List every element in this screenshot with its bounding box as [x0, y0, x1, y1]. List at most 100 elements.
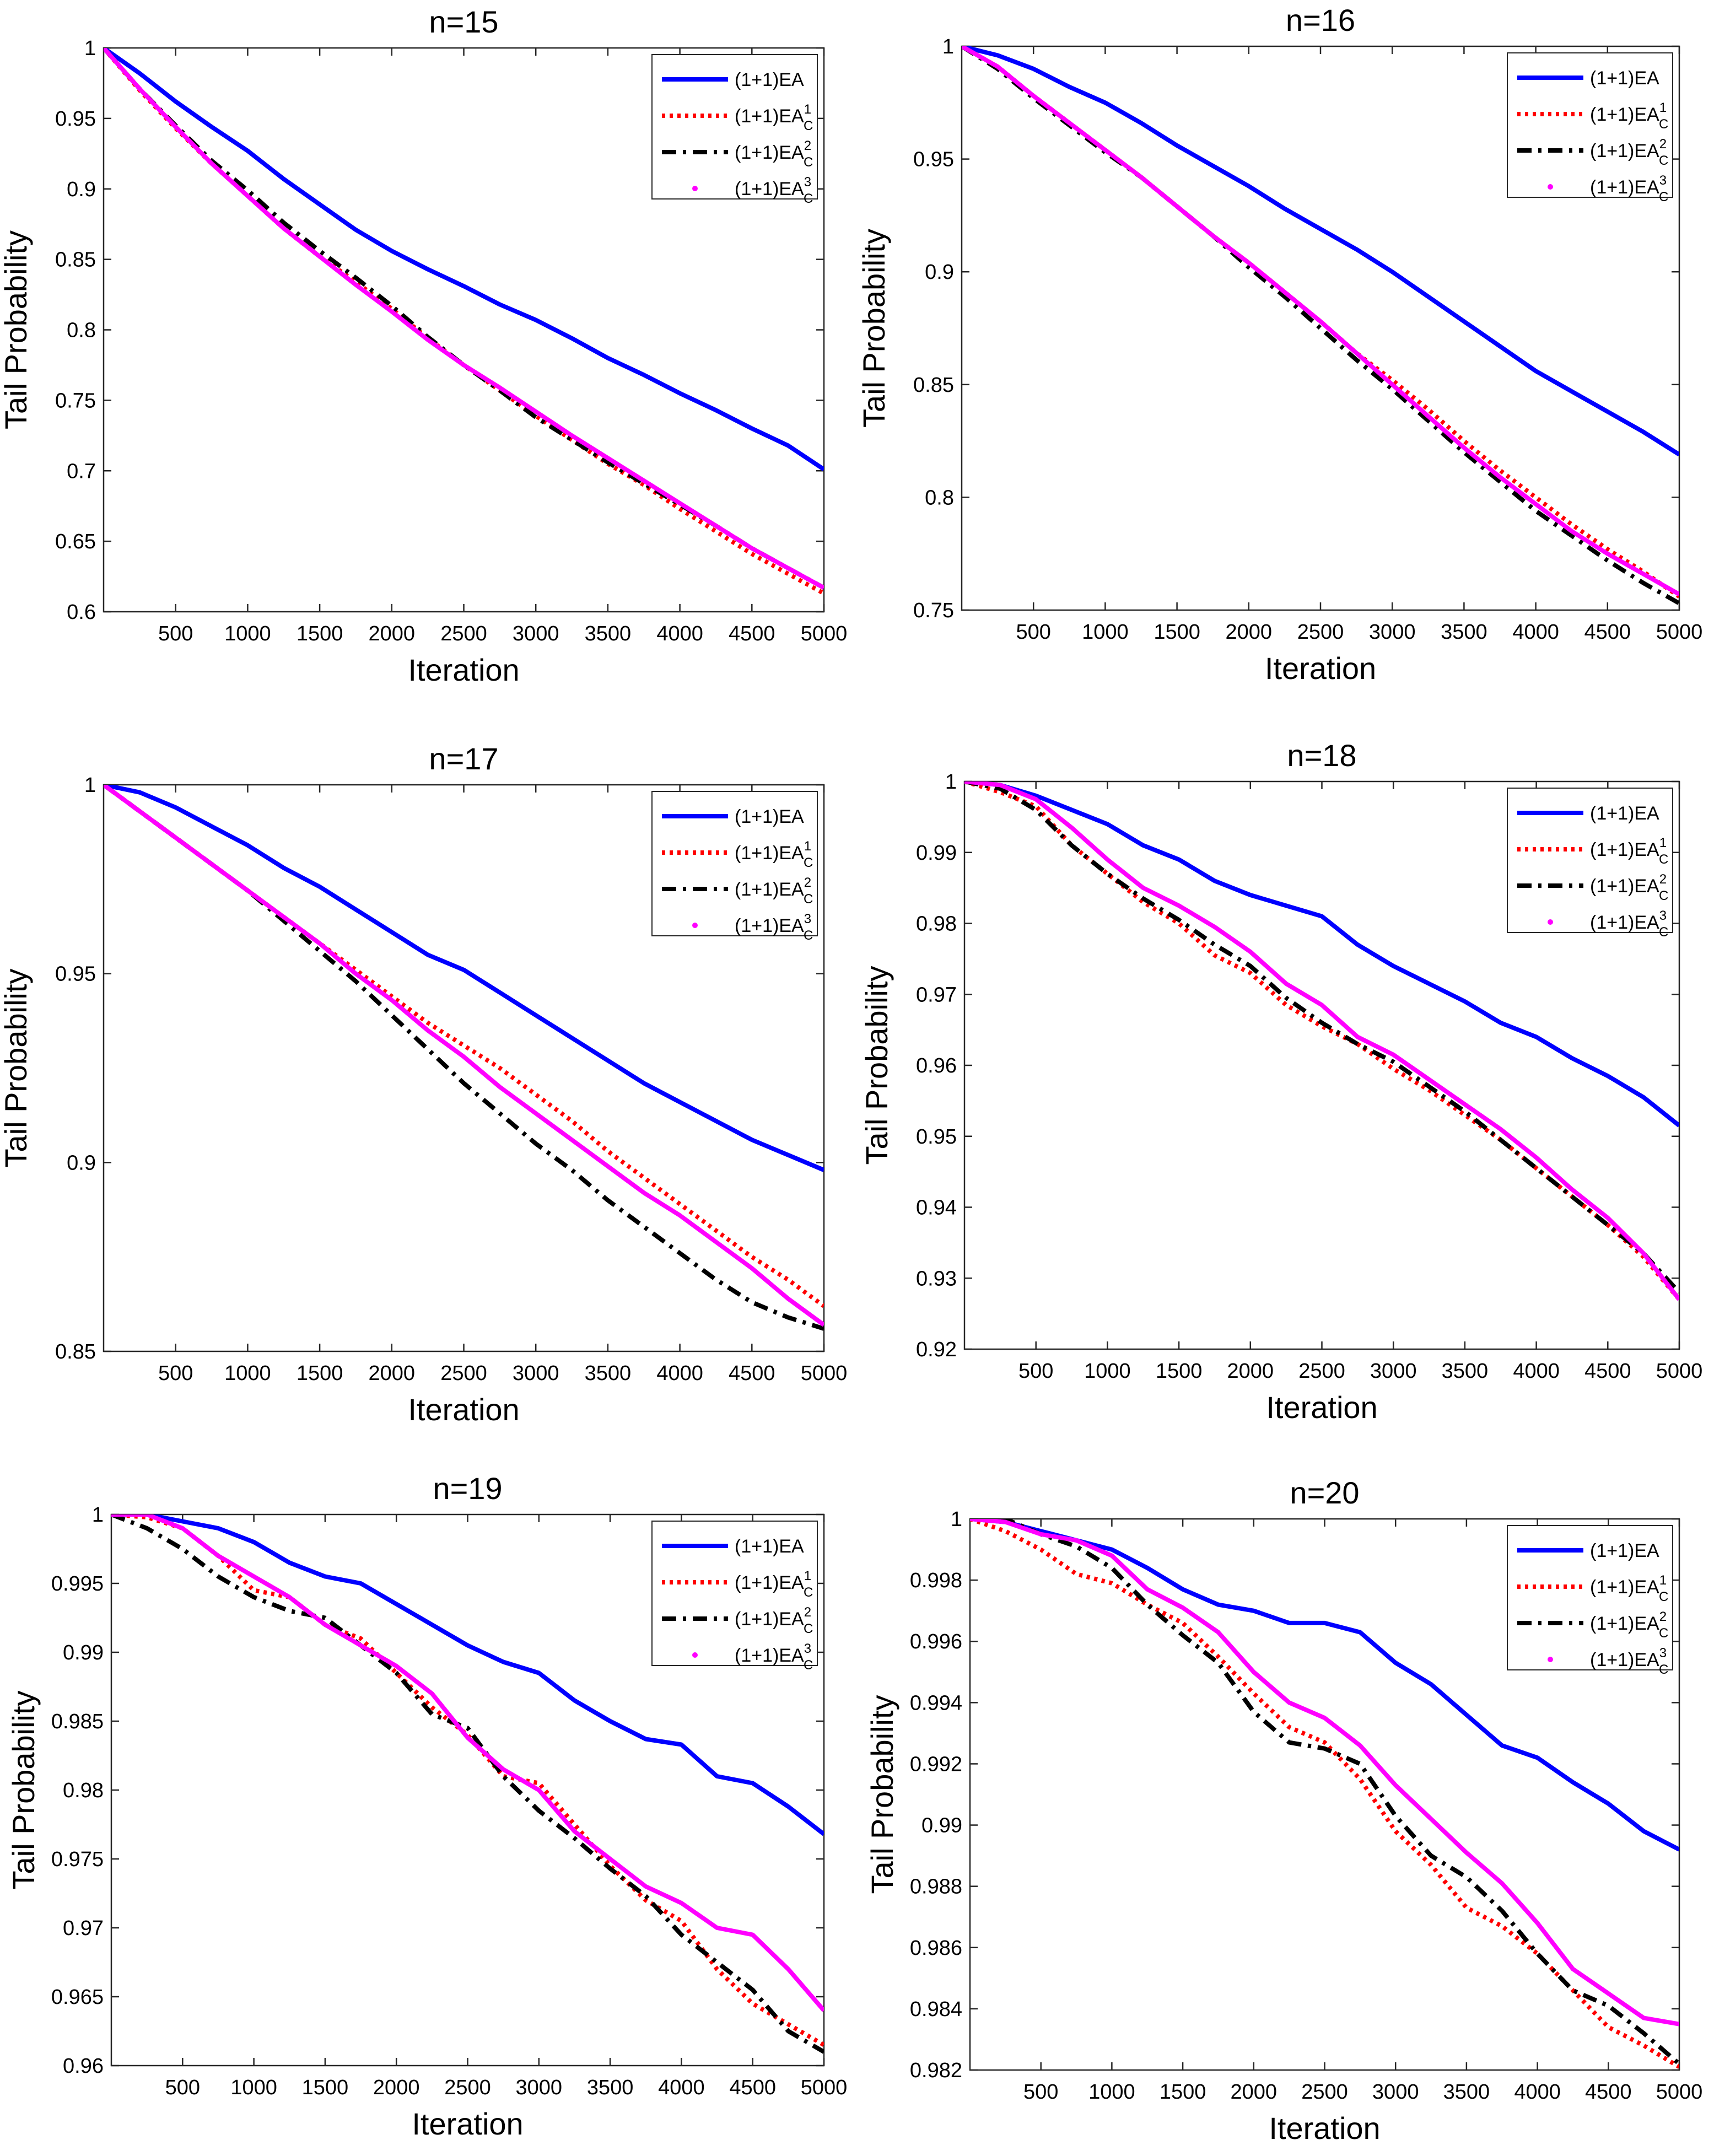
legend-item-ea: (1+1)EA [662, 1536, 804, 1557]
y-tick-label: 0.97 [916, 983, 957, 1006]
series-group [962, 46, 1679, 606]
x-tick-label: 3500 [585, 622, 632, 645]
x-tick-label: 500 [158, 622, 193, 645]
series-group [964, 781, 1679, 1301]
x-tick-label: 2000 [369, 1362, 416, 1385]
y-tick-label: 0.8 [67, 319, 96, 342]
y-tick-label: 0.99 [63, 1641, 104, 1664]
x-tick-label: 1500 [297, 1362, 343, 1385]
legend-marker-dot [1548, 919, 1553, 925]
x-tick-label: 4500 [1585, 2080, 1632, 2104]
legend-marker-dot [1548, 1657, 1553, 1662]
y-tick-label: 1 [84, 774, 96, 797]
legend-marker-dot [1548, 184, 1553, 190]
legend-subscript: C [1659, 1662, 1668, 1677]
chart-title: n=16 [1286, 3, 1355, 37]
x-tick-label: 1500 [297, 622, 343, 645]
x-tick-label: 2000 [1231, 2080, 1278, 2104]
legend-subscript: C [1659, 925, 1668, 940]
series-line-ea [104, 785, 824, 1172]
legend-label: (1+1)EA [1590, 1540, 1659, 1561]
series-line-ea-c3 [104, 785, 824, 1327]
chart-panel-2: n=16 500 1000 1500 2000 2500 3000 3500 4000 4500 5… [856, 3, 1702, 686]
y-tick-label: 0.95 [55, 963, 96, 986]
x-tick-label: 3000 [1370, 1360, 1417, 1383]
legend-superscript: 2 [804, 1605, 811, 1620]
y-axis-label: Tail Probability [865, 1695, 899, 1894]
x-tick-label: 1500 [1154, 621, 1200, 644]
series-group [111, 1514, 824, 2054]
legend-label: (1+1)EA [735, 806, 804, 827]
x-tick-label: 2500 [1297, 621, 1344, 644]
legend-subscript: C [804, 892, 813, 907]
chart-panel-6: n=20 500 1000 1500 2000 2500 3000 3500 4000 4500 5… [865, 1475, 1702, 2146]
y-tick-label: 1 [84, 37, 96, 60]
x-tick-label: 2000 [373, 2076, 420, 2099]
x-tick-label: 1000 [1084, 1360, 1131, 1383]
series-group [104, 48, 824, 596]
x-tick-label: 500 [1016, 621, 1050, 644]
y-tick-label: 0.985 [51, 1710, 104, 1733]
x-tick-label: 5000 [801, 622, 848, 645]
y-tick-label: 0.9 [925, 261, 954, 284]
x-tick-label: 1500 [1156, 1360, 1203, 1383]
series-line-ea-c3 [962, 46, 1679, 596]
legend-subscript: C [804, 1658, 813, 1673]
x-tick-label: 1000 [224, 1362, 271, 1385]
x-tick-label: 5000 [1656, 1360, 1703, 1383]
y-tick-label: 1 [942, 35, 954, 58]
legend-marker-dot [692, 186, 698, 191]
legend-superscript: 1 [804, 839, 811, 854]
x-axis-label: Iteration [1266, 1390, 1377, 1425]
y-tick-label: 0.99 [916, 842, 957, 865]
series-line-ea-c3 [964, 781, 1679, 1301]
x-tick-label: 500 [1023, 2080, 1058, 2104]
legend-superscript: 2 [1659, 872, 1667, 887]
legend-label: (1+1)EA [1590, 803, 1659, 824]
legend-subscript: C [1659, 1626, 1668, 1641]
series-line-ea [964, 781, 1679, 1128]
y-tick-label: 0.98 [916, 913, 957, 936]
legend-subscript: C [1659, 888, 1668, 903]
y-tick-label: 0.85 [55, 1340, 96, 1363]
x-tick-label: 500 [165, 2076, 200, 2099]
y-tick-label: 0.995 [51, 1572, 104, 1596]
legend-subscript: C [1659, 190, 1668, 204]
x-tick-label: 5000 [1656, 2080, 1703, 2104]
chart-title: n=18 [1287, 738, 1356, 773]
legend-subscript: C [804, 118, 813, 133]
y-tick-label: 0.992 [910, 1753, 962, 1776]
x-tick-label: 4500 [729, 1362, 775, 1385]
chart-title: n=20 [1290, 1475, 1359, 1510]
legend-subscript: C [804, 855, 813, 870]
axes-box [103, 784, 825, 1352]
series-line-ea-c2 [111, 1514, 824, 2054]
x-tick-label: 5000 [801, 2076, 848, 2099]
x-tick-label: 500 [158, 1362, 193, 1385]
y-tick-label: 0.975 [51, 1848, 104, 1871]
y-tick-label: 0.8 [925, 486, 954, 509]
chart-panel-3: n=17 500 1000 1500 2000 2500 3000 3500 4000 4500 5… [0, 741, 847, 1427]
x-tick-label: 4000 [656, 1362, 703, 1385]
legend-superscript: 2 [804, 138, 811, 153]
y-tick-label: 0.965 [51, 1986, 104, 2009]
x-tick-label: 4500 [729, 2076, 776, 2099]
y-tick-label: 0.85 [913, 374, 954, 397]
series-group [104, 785, 824, 1331]
legend: (1+1)EA(1+1)EA1 C(1+1)EA2 C(1+1)EA3 C [651, 791, 818, 943]
x-tick-label: 1500 [1160, 2080, 1206, 2104]
y-tick-label: 1 [92, 1503, 104, 1527]
legend-item-ea: (1+1)EA [1517, 1540, 1659, 1561]
legend-superscript: 1 [1659, 100, 1667, 115]
legend-item-ea: (1+1)EA [662, 69, 804, 90]
legend-marker-dot [692, 923, 698, 928]
legend-subscript: C [1659, 153, 1668, 168]
legend: (1+1)EA(1+1)EA1 C(1+1)EA2 C(1+1)EA3 C [1507, 52, 1673, 204]
x-tick-label: 4000 [1512, 621, 1559, 644]
x-tick-label: 4000 [1514, 2080, 1561, 2104]
y-tick-label: 0.92 [916, 1338, 957, 1361]
legend-subscript: C [804, 155, 813, 170]
series-line-ea-c3 [104, 48, 824, 590]
y-tick-label: 0.95 [913, 148, 954, 171]
x-tick-label: 4500 [729, 622, 775, 645]
